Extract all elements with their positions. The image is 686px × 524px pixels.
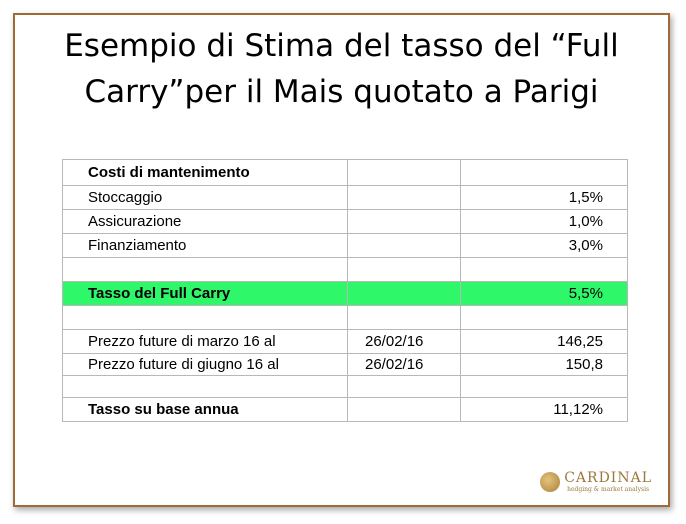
- title-line-2: Carry”per il Mais quotato a Parigi: [84, 74, 599, 110]
- row-date: [347, 233, 461, 258]
- table-row: Tasso su base annua 11,12%: [62, 397, 628, 422]
- row-label: Stoccaggio: [62, 185, 348, 210]
- table-row: Costi di mantenimento: [62, 159, 628, 186]
- row-date: [347, 209, 461, 234]
- table-row-empty: [62, 305, 628, 330]
- row-value: 3,0%: [460, 233, 628, 258]
- price-date: 26/02/16: [347, 353, 461, 376]
- slide-title: Esempio di Stima del tasso del “Full Car…: [15, 23, 668, 115]
- row-label: Assicurazione: [62, 209, 348, 234]
- full-carry-label: Tasso del Full Carry: [62, 281, 348, 306]
- logo-tagline: hedging & market analysis: [567, 486, 650, 493]
- row-label: Finanziamento: [62, 233, 348, 258]
- row-date: [347, 185, 461, 210]
- row-value: 1,5%: [460, 185, 628, 210]
- table-row: Finanziamento 3,0%: [62, 233, 628, 258]
- price-label: Prezzo future di marzo 16 al: [62, 329, 348, 354]
- price-label: Prezzo future di giugno 16 al: [62, 353, 348, 376]
- table-row-empty: [62, 375, 628, 398]
- row-value: 1,0%: [460, 209, 628, 234]
- annual-label: Tasso su base annua: [62, 397, 348, 422]
- header-cell: Costi di mantenimento: [62, 159, 348, 186]
- title-line-1: Esempio di Stima del tasso del “Full: [64, 28, 619, 64]
- annual-value: 11,12%: [460, 397, 628, 422]
- empty-cell: [347, 159, 461, 186]
- empty-cell: [460, 159, 628, 186]
- table-row-highlight: Tasso del Full Carry 5,5%: [62, 281, 628, 306]
- cardinal-logo: CARDINAL hedging & market analysis: [540, 471, 652, 493]
- table-row-empty: [62, 257, 628, 282]
- price-value: 150,8: [460, 353, 628, 376]
- cost-table: Costi di mantenimento Stoccaggio 1,5% As…: [62, 159, 628, 422]
- table-row: Prezzo future di marzo 16 al 26/02/16 14…: [62, 329, 628, 354]
- full-carry-value: 5,5%: [460, 281, 628, 306]
- slide: Esempio di Stima del tasso del “Full Car…: [13, 13, 670, 507]
- table-row: Assicurazione 1,0%: [62, 209, 628, 234]
- logo-name: CARDINAL: [564, 470, 652, 486]
- table-row: Stoccaggio 1,5%: [62, 185, 628, 210]
- price-value: 146,25: [460, 329, 628, 354]
- price-date: 26/02/16: [347, 329, 461, 354]
- seal-icon: [540, 472, 561, 492]
- table-row: Prezzo future di giugno 16 al 26/02/16 1…: [62, 353, 628, 376]
